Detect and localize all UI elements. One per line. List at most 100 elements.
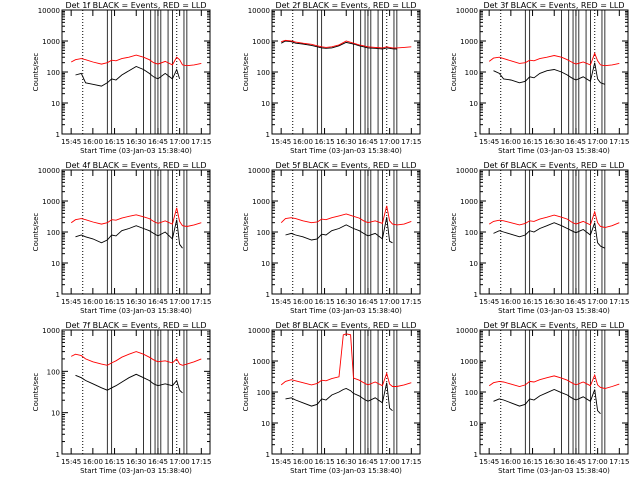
y-axis-label: Counts/sec	[242, 53, 250, 92]
x-tick-label: 16:15	[314, 138, 334, 146]
panel-title: Det 5f BLACK = Events, RED = LLD	[275, 161, 416, 170]
y-tick-label: 100	[47, 368, 60, 376]
plot-frame	[479, 329, 629, 455]
series-line-events	[280, 40, 397, 50]
y-tick-label: 10000	[248, 327, 270, 335]
x-tick-label: 16:00	[501, 458, 521, 466]
y-tick-label: 1	[266, 451, 270, 459]
series-line-events	[285, 382, 393, 412]
plot-frame	[271, 329, 421, 455]
y-axis-label: Counts/sec	[32, 53, 40, 92]
x-tick-label: 17:00	[380, 458, 400, 466]
panel-title: Det 3f BLACK = Events, RED = LLD	[483, 1, 624, 10]
x-tick-label: 16:30	[544, 458, 564, 466]
x-tick-label: 17:15	[191, 138, 211, 146]
y-axis-label: Counts/sec	[450, 53, 458, 92]
y-axis-label: Counts/sec	[450, 373, 458, 412]
panel-title: Det 9f BLACK = Events, RED = LLD	[483, 321, 624, 330]
x-tick-label: 16:30	[126, 298, 146, 306]
y-tick-label: 1000	[42, 327, 60, 335]
panel-title: Det 1f BLACK = Events, RED = LLD	[65, 1, 206, 10]
y-tick-label: 1000	[42, 38, 60, 46]
x-tick-label: 16:15	[104, 138, 124, 146]
series-line-events	[285, 217, 393, 244]
y-tick-label: 10	[469, 420, 478, 428]
y-tick-label: 10000	[38, 167, 60, 175]
x-tick-label: 16:15	[314, 458, 334, 466]
series-line-lld	[70, 351, 202, 366]
y-tick-label: 1000	[460, 198, 478, 206]
x-tick-label: 16:00	[293, 298, 313, 306]
y-tick-label: 10	[261, 260, 270, 268]
plot-frame	[271, 9, 421, 135]
y-tick-label: 1	[474, 291, 478, 299]
panel-6: Det 6f BLACK = Events, RED = LLD 1 10 100 10…	[450, 161, 629, 315]
x-tick-label: 16:00	[501, 138, 521, 146]
x-tick-label: 17:15	[401, 458, 421, 466]
x-tick-label: 15:45	[61, 458, 81, 466]
x-axis-label: Start Time (03-Jan-03 15:38:40)	[498, 467, 610, 475]
y-tick-label: 1000	[460, 38, 478, 46]
y-tick-label: 10000	[38, 7, 60, 15]
y-tick-label: 100	[47, 69, 60, 77]
plot-frame	[61, 329, 211, 455]
y-tick-label: 1	[56, 451, 60, 459]
x-tick-label: 15:45	[61, 138, 81, 146]
y-tick-label: 10	[469, 100, 478, 108]
x-tick-label: 16:00	[501, 298, 521, 306]
plot-frame	[479, 9, 629, 135]
y-tick-label: 100	[257, 389, 270, 397]
y-tick-label: 1	[474, 131, 478, 139]
x-tick-label: 17:00	[588, 458, 608, 466]
panel-2: Det 2f BLACK = Events, RED = LLD 1 10 100 10…	[242, 1, 421, 155]
panel-7: Det 7f BLACK = Events, RED = LLD 1 10 100 10…	[32, 321, 211, 475]
x-tick-label: 16:15	[104, 458, 124, 466]
x-tick-label: 16:15	[314, 298, 334, 306]
series-line-events	[75, 65, 181, 87]
panel-1: Det 1f BLACK = Events, RED = LLD 1 10 100 10…	[32, 1, 211, 155]
x-tick-label: 16:45	[358, 138, 378, 146]
x-tick-label: 17:15	[401, 138, 421, 146]
y-tick-label: 1000	[460, 358, 478, 366]
series-line-lld	[488, 210, 620, 228]
panel-title: Det 4f BLACK = Events, RED = LLD	[65, 161, 206, 170]
x-tick-label: 16:45	[148, 298, 168, 306]
x-tick-label: 17:15	[191, 458, 211, 466]
y-tick-label: 10000	[456, 167, 478, 175]
series-line-events	[75, 373, 183, 394]
x-tick-label: 16:00	[83, 138, 103, 146]
series-line-events	[493, 222, 606, 249]
x-tick-label: 16:15	[104, 298, 124, 306]
y-tick-label: 1000	[252, 38, 270, 46]
y-tick-label: 10000	[248, 7, 270, 15]
x-tick-label: 17:00	[588, 298, 608, 306]
plot-frame	[61, 9, 211, 135]
panel-8: Det 8f BLACK = Events, RED = LLD 1 10 100 10…	[242, 321, 421, 475]
y-tick-label: 1000	[252, 358, 270, 366]
x-tick-label: 16:45	[566, 458, 586, 466]
x-tick-label: 16:15	[522, 298, 542, 306]
series-line-events	[493, 62, 606, 85]
x-tick-label: 16:45	[148, 458, 168, 466]
y-tick-label: 10	[261, 420, 270, 428]
series-line-lld	[70, 54, 202, 67]
panel-title: Det 6f BLACK = Events, RED = LLD	[483, 161, 624, 170]
y-tick-label: 1	[266, 131, 270, 139]
y-tick-label: 10000	[456, 7, 478, 15]
y-tick-label: 1	[56, 291, 60, 299]
y-tick-label: 10	[261, 100, 270, 108]
y-tick-label: 100	[465, 69, 478, 77]
y-tick-label: 1000	[252, 198, 270, 206]
series-line-lld	[280, 205, 412, 226]
series-line-lld	[488, 373, 620, 389]
x-axis-label: Start Time (03-Jan-03 15:38:40)	[498, 147, 610, 155]
y-tick-label: 100	[257, 69, 270, 77]
x-tick-label: 17:00	[380, 298, 400, 306]
y-axis-label: Counts/sec	[242, 213, 250, 252]
x-tick-label: 16:45	[566, 138, 586, 146]
x-tick-label: 16:30	[126, 138, 146, 146]
x-axis-label: Start Time (03-Jan-03 15:38:40)	[290, 307, 402, 315]
x-tick-label: 16:00	[293, 458, 313, 466]
x-axis-label: Start Time (03-Jan-03 15:38:40)	[290, 147, 402, 155]
y-tick-label: 10	[51, 410, 60, 418]
